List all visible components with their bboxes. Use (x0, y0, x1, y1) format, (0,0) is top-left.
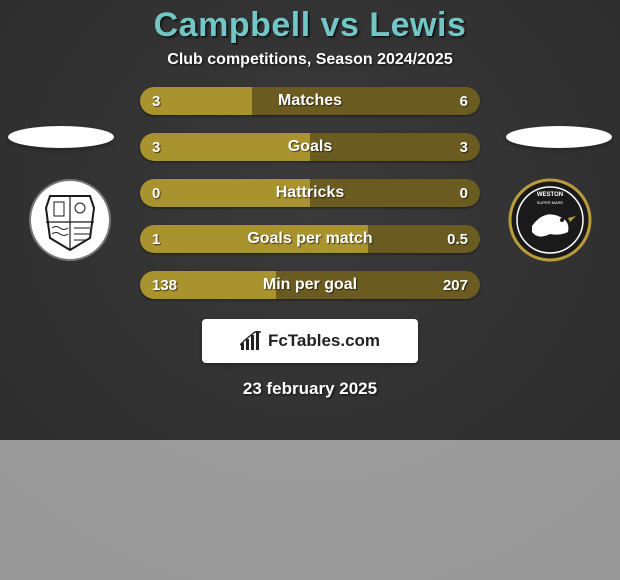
date-text: 23 february 2025 (243, 379, 377, 399)
stat-value-left: 1 (140, 231, 200, 248)
stat-value-left: 3 (140, 93, 200, 110)
stat-row: 3Matches6 (140, 87, 480, 115)
stat-label: Matches (200, 92, 420, 110)
watermark: FcTables.com (202, 319, 418, 363)
stat-value-left: 3 (140, 139, 200, 156)
stat-value-right: 0 (420, 185, 480, 202)
bar-chart-icon (240, 331, 262, 351)
stat-row: 1Goals per match0.5 (140, 225, 480, 253)
stat-row: 0Hattricks0 (140, 179, 480, 207)
stat-label: Goals (200, 138, 420, 156)
page-subtitle: Club competitions, Season 2024/2025 (167, 51, 452, 69)
stat-value-left: 0 (140, 185, 200, 202)
stat-value-right: 0.5 (420, 231, 480, 248)
stat-label: Hattricks (200, 184, 420, 202)
stat-row: 138Min per goal207 (140, 271, 480, 299)
stat-value-right: 6 (420, 93, 480, 110)
stat-row: 3Goals3 (140, 133, 480, 161)
stat-value-right: 207 (420, 277, 480, 294)
stat-rows: 3Matches63Goals30Hattricks01Goals per ma… (0, 87, 620, 317)
stat-value-right: 3 (420, 139, 480, 156)
stat-value-left: 138 (140, 277, 200, 294)
stat-label: Goals per match (200, 230, 420, 248)
page-title: Campbell vs Lewis (154, 6, 467, 45)
stat-label: Min per goal (200, 276, 420, 294)
watermark-text: FcTables.com (268, 331, 380, 351)
